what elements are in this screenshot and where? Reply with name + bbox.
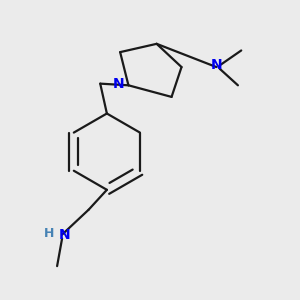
Text: N: N bbox=[113, 76, 124, 91]
Text: N: N bbox=[59, 228, 70, 242]
Text: H: H bbox=[44, 227, 55, 240]
Text: N: N bbox=[211, 58, 222, 72]
